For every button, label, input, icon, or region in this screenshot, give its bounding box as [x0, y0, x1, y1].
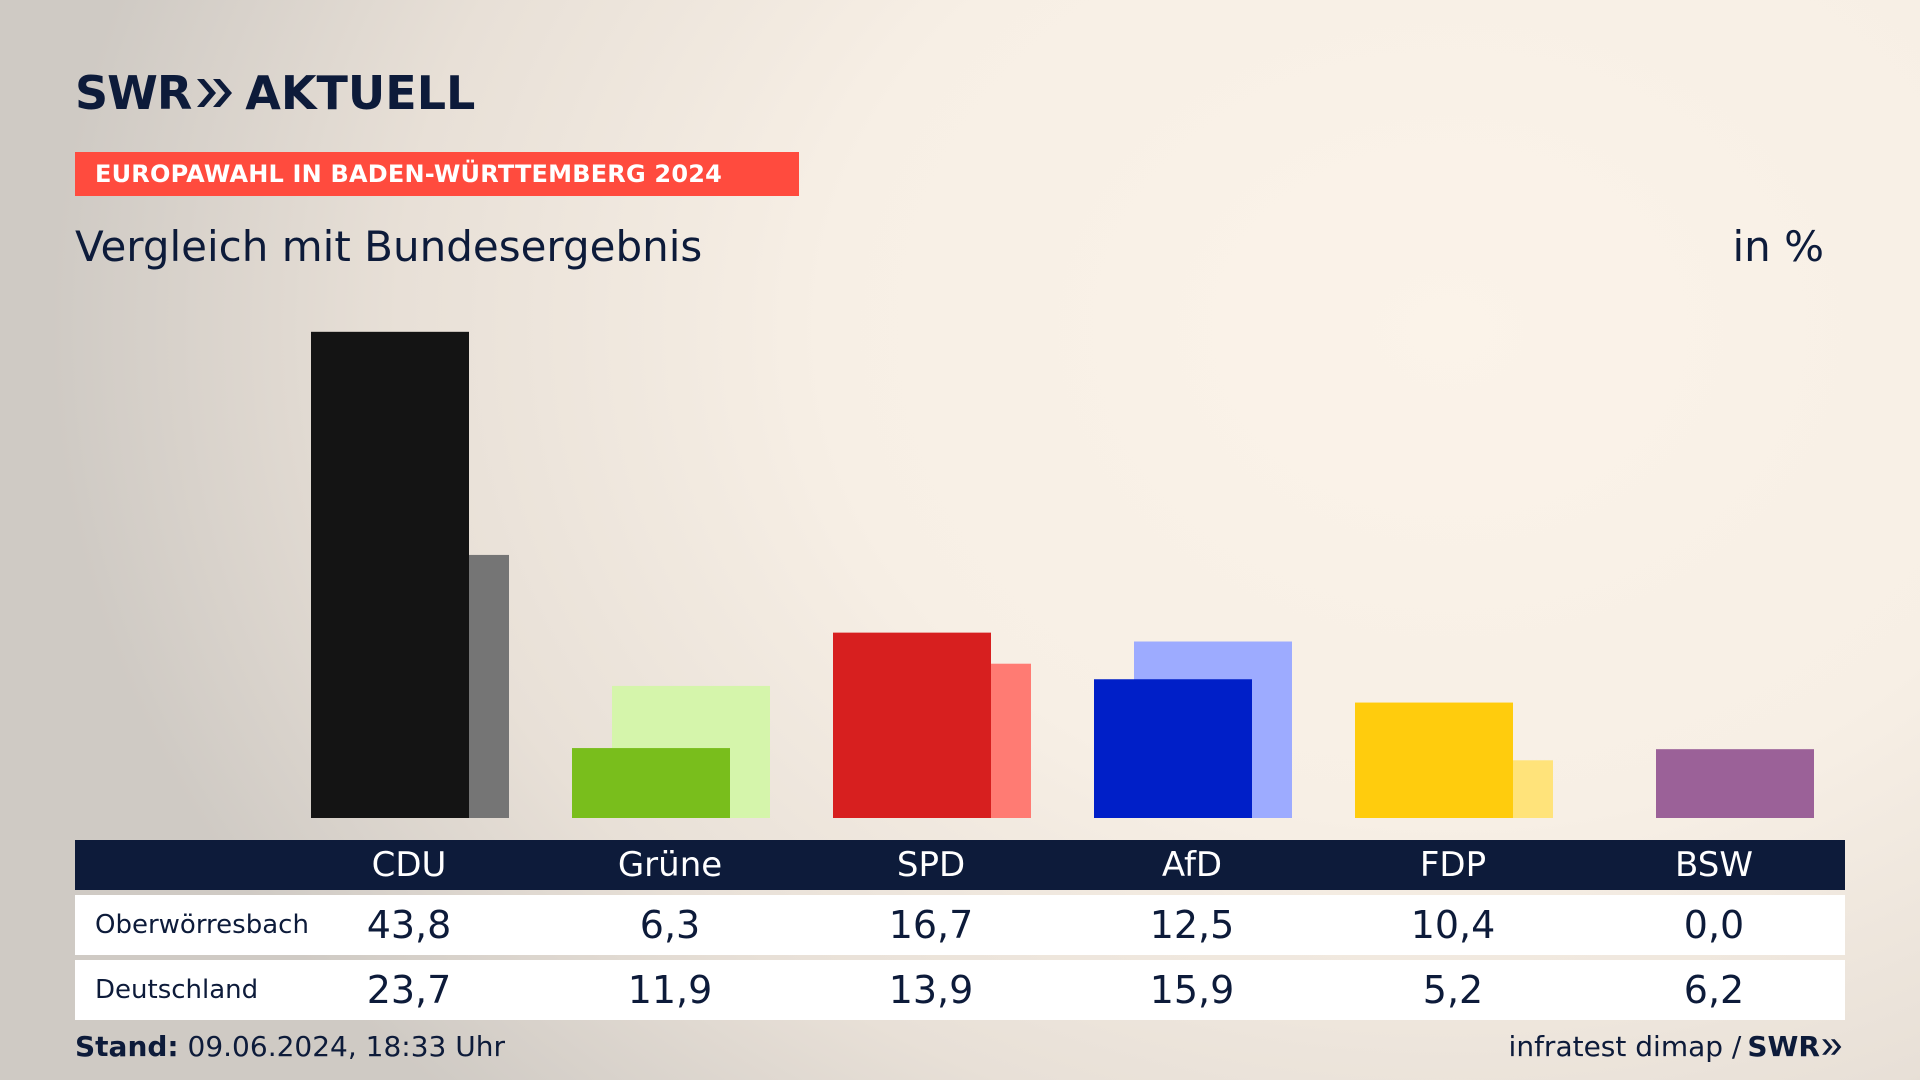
table-cell: 6,2: [1683, 968, 1745, 1012]
table-row: Deutschland 23,7 11,9 13,9 15,9 5,2 6,2: [75, 960, 1845, 1020]
double-chevron-icon: [197, 79, 233, 107]
source-logo-text: SWR: [1747, 1030, 1820, 1063]
column-header-afd: AfD: [1161, 845, 1223, 885]
logo-swr-text: SWR: [75, 66, 192, 120]
table-cell: 10,4: [1410, 903, 1496, 947]
bar-spd-oberwoerresbach: [833, 632, 991, 818]
column-header-bsw: BSW: [1675, 845, 1753, 885]
table-cell: 0,0: [1683, 903, 1745, 947]
table-cell: 12,5: [1149, 903, 1235, 947]
column-header-cdu: CDU: [371, 845, 447, 885]
column-header-grüne: Grüne: [617, 845, 723, 885]
column-header-fdp: FDP: [1419, 845, 1487, 885]
bar-grüne-oberwoerresbach: [572, 748, 730, 818]
source-text: infratest dimap /: [1508, 1030, 1742, 1063]
results-table: CDU Grüne SPD AfD FDP BSW Oberwörresbach 43,8…: [75, 840, 1845, 1020]
table-cell: 5,2: [1422, 968, 1484, 1012]
table-cell: 43,8: [366, 903, 452, 947]
bar-afd-oberwoerresbach: [1094, 679, 1252, 818]
double-chevron-icon: [1822, 1038, 1842, 1055]
row-label: Deutschland: [95, 975, 259, 1005]
bar-cdu-oberwoerresbach: [311, 331, 469, 818]
bar-bsw-deutschland: [1656, 749, 1814, 818]
unit-label: in %: [1732, 222, 1824, 271]
table-cell: 11,9: [627, 968, 713, 1012]
bar-fdp-oberwoerresbach: [1355, 702, 1513, 818]
table-cell: 13,9: [888, 968, 974, 1012]
table-cell: 15,9: [1149, 968, 1235, 1012]
column-header-spd: SPD: [896, 845, 966, 885]
table-cell: 23,7: [366, 968, 452, 1012]
timestamp: Stand: 09.06.2024, 18:33 Uhr: [75, 1030, 505, 1063]
table-cell: 6,3: [639, 903, 701, 947]
row-label: Oberwörresbach: [95, 910, 309, 940]
table-header: CDU Grüne SPD AfD FDP BSW: [75, 840, 1845, 890]
table-cell: 16,7: [888, 903, 974, 947]
election-banner: EUROPAWAHL IN BADEN-WÜRTTEMBERG 2024: [75, 152, 799, 196]
stand-label: Stand:: [75, 1030, 179, 1063]
table-row: Oberwörresbach 43,8 6,3 16,7 12,5 10,4 0,0: [75, 895, 1845, 955]
stand-value: 09.06.2024, 18:33 Uhr: [187, 1030, 505, 1063]
source-credit: infratest dimap / SWR: [1509, 1030, 1844, 1063]
swr-aktuell-logo: SWR AKTUELL: [75, 66, 475, 120]
chart-subtitle: Vergleich mit Bundesergebnis: [75, 222, 703, 271]
logo-aktuell-text: AKTUELL: [245, 66, 476, 120]
